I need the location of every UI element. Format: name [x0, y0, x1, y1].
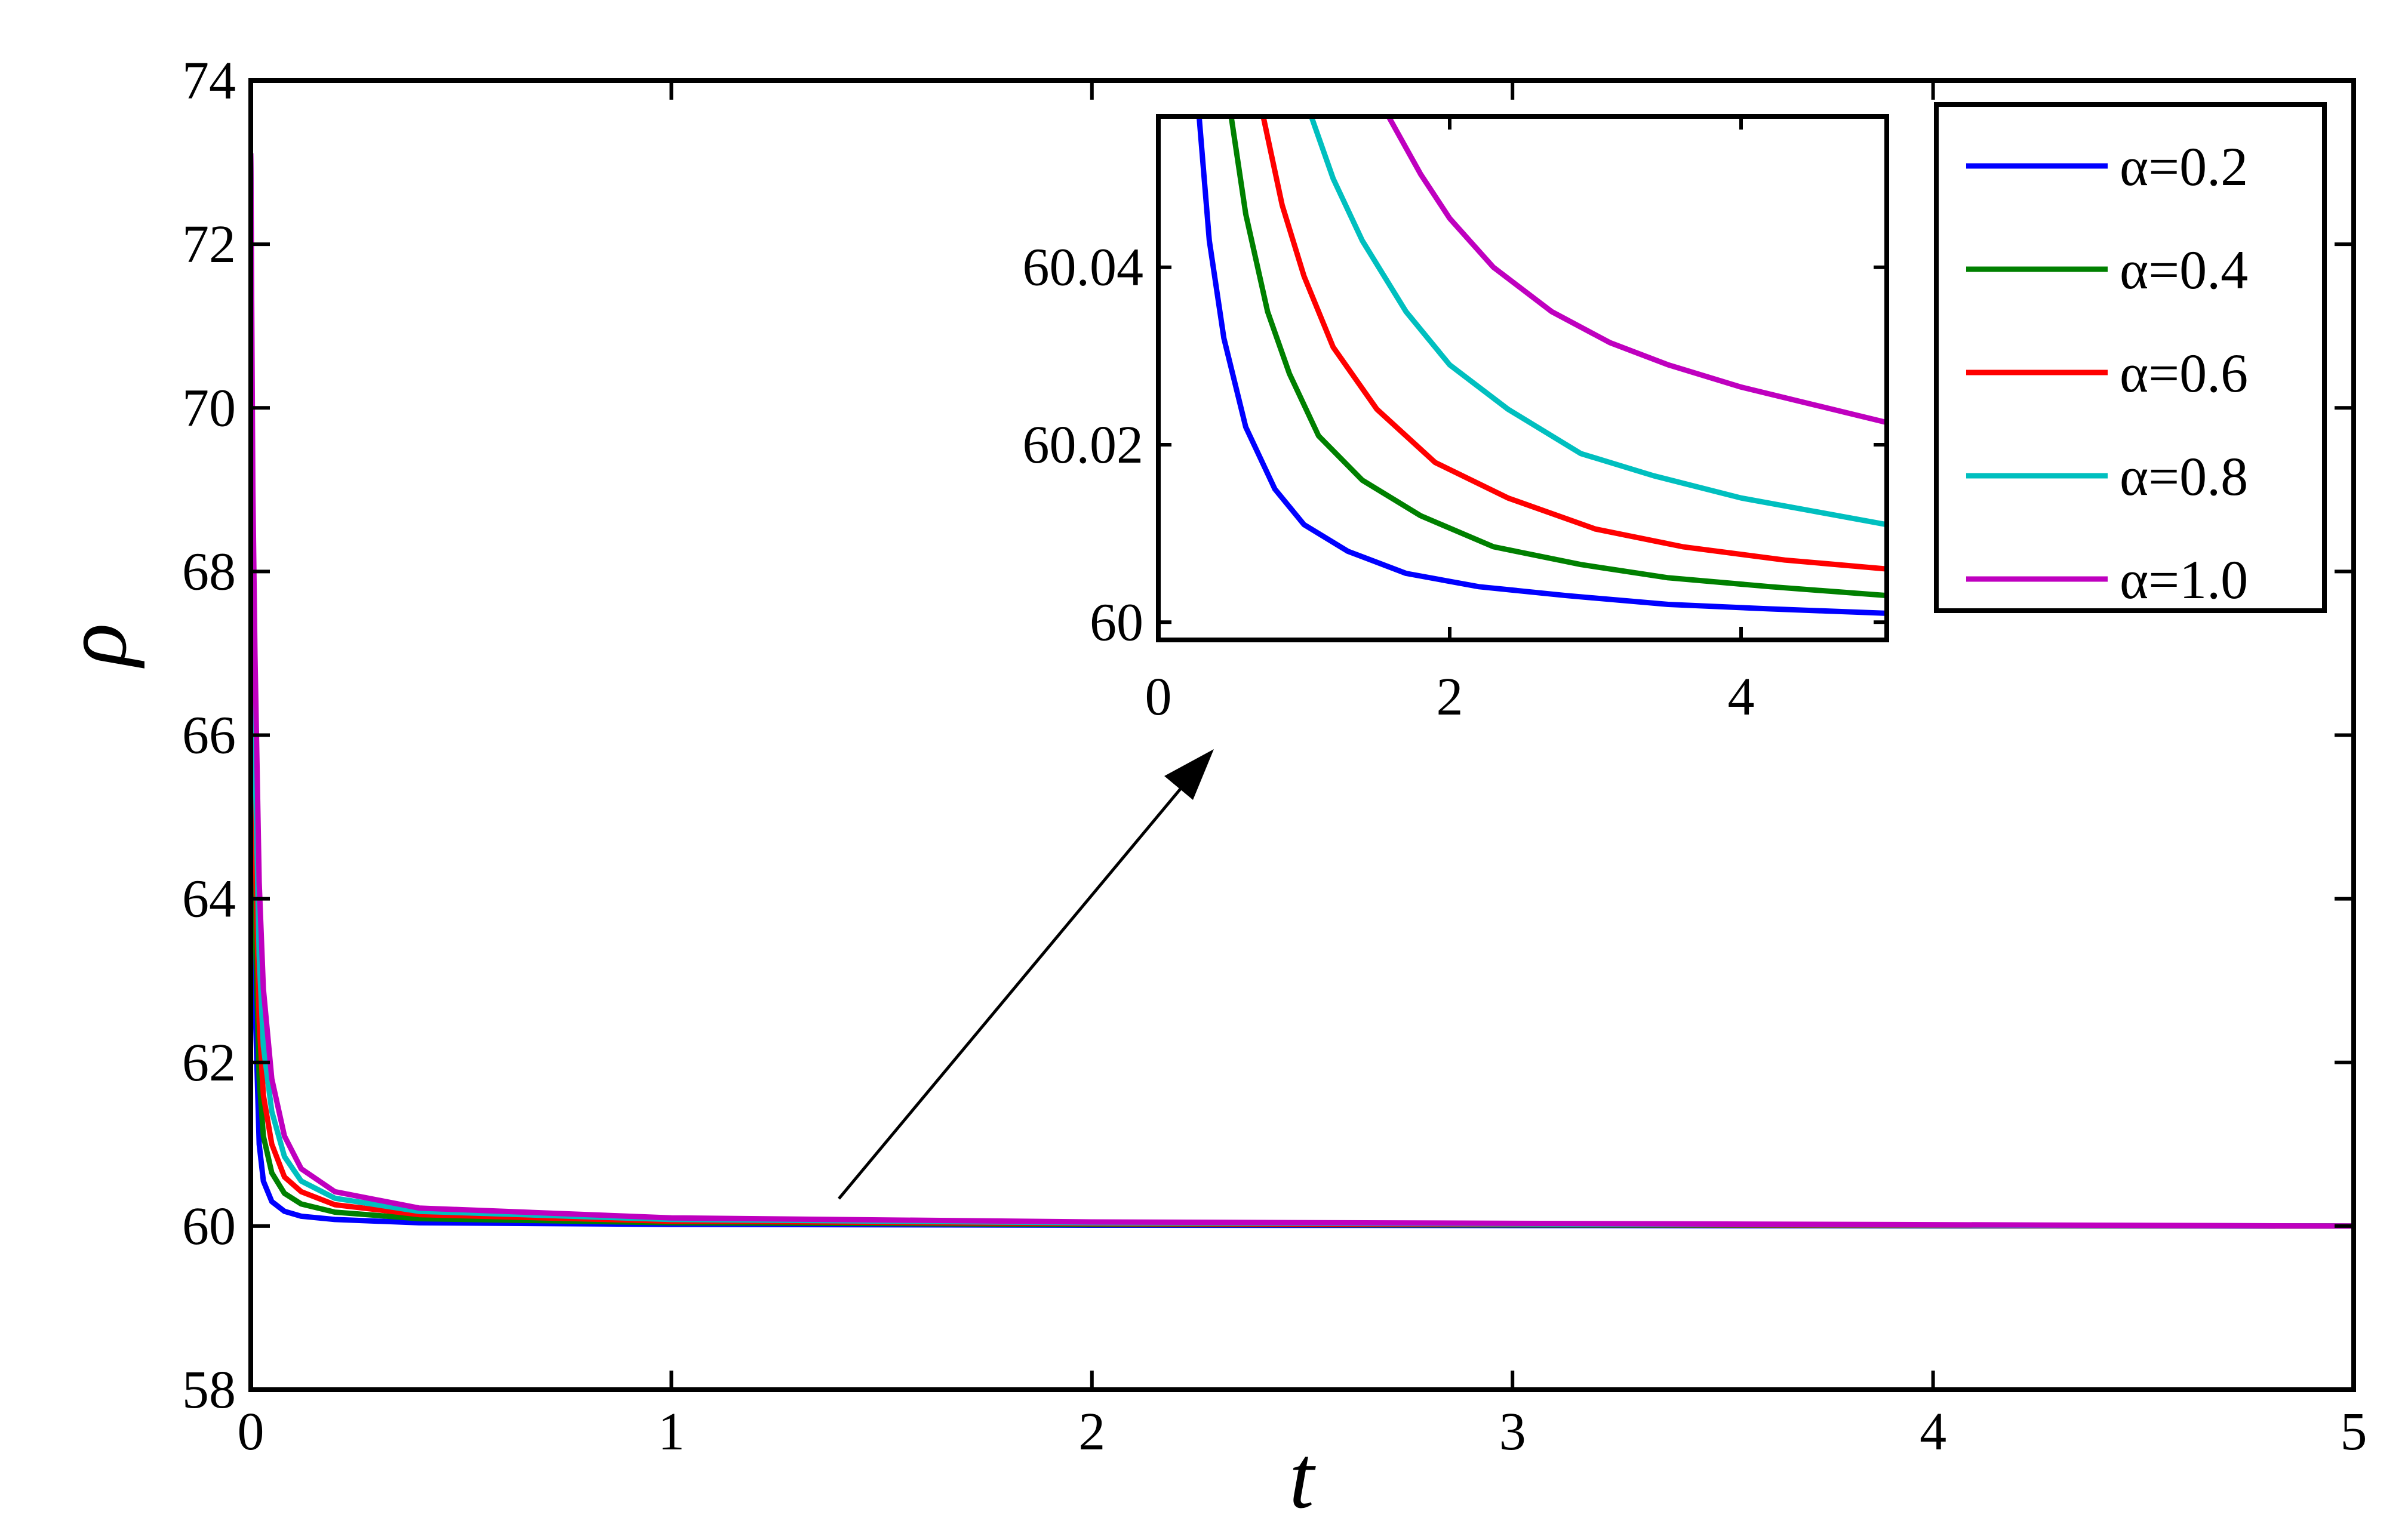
zoom-arrow-head	[1164, 749, 1214, 800]
main-plot-frame	[248, 78, 2356, 1392]
inset-series-line-2	[1228, 116, 1887, 599]
main-series-line-5	[251, 151, 2354, 1229]
main-y-tick-label: 72	[182, 215, 236, 274]
legend-box	[1934, 102, 2327, 613]
main-x-tick-label: 4	[1920, 1402, 1946, 1461]
inset-series-line-4	[1308, 116, 1887, 528]
main-y-tick-label: 62	[182, 1033, 236, 1092]
inset-x-tick-label: 2	[1437, 667, 1463, 726]
legend-items-group: α=0.2 α=0.4 α=0.6 α=0.8 α=1.0	[1966, 136, 2248, 610]
legend-label-2: α=0.4	[2120, 239, 2248, 300]
legend-label-3: α=0.6	[2120, 343, 2248, 404]
main-x-tick-label: 0	[238, 1402, 265, 1461]
main-plot: 0 1 2 3 4 5 58 60 62 64 66 68 70 72 74 t ρ	[46, 51, 2367, 1524]
main-series-group	[251, 151, 2354, 1229]
main-y-tick-label: 66	[182, 706, 236, 765]
inset-y-tick-label: 60	[1090, 593, 1143, 652]
main-y-tick-label: 70	[182, 378, 236, 438]
main-y-tick-label: 64	[182, 870, 236, 929]
main-y-axis-label: ρ	[46, 623, 145, 669]
main-x-tick-label: 2	[1078, 1402, 1105, 1461]
main-x-tick-label: 3	[1499, 1402, 1526, 1461]
inset-series-line-5	[1386, 116, 1887, 426]
legend-label-1: α=0.2	[2120, 136, 2248, 197]
main-x-tick-label: 1	[658, 1402, 685, 1461]
main-x-tick-label: 5	[2341, 1402, 2367, 1461]
zoom-arrow	[838, 749, 1214, 1200]
inset-series-line-1	[1196, 116, 1887, 616]
inset-series-group	[1196, 116, 1887, 616]
main-y-tick-label: 60	[182, 1197, 236, 1256]
main-y-tick-label: 58	[182, 1360, 236, 1420]
legend: α=0.2 α=0.4 α=0.6 α=0.8 α=1.0	[1934, 102, 2327, 613]
main-ticks-group: 0 1 2 3 4 5 58 60 62 64 66 68 70 72 74	[182, 51, 2367, 1461]
main-y-tick-label: 74	[182, 51, 236, 110]
zoom-arrow-shaft	[838, 775, 1192, 1200]
inset-x-tick-label: 4	[1728, 667, 1755, 726]
main-x-axis-label: t	[1289, 1428, 1316, 1524]
inset-plot-frame	[1156, 114, 1889, 642]
inset-y-tick-label: 60.02	[1023, 415, 1144, 475]
inset-ticks-group: 0 2 4 60 60.02 60.04	[1023, 116, 1887, 726]
main-y-tick-label: 68	[182, 542, 236, 601]
inset-y-tick-label: 60.04	[1023, 238, 1144, 297]
legend-label-5: α=1.0	[2120, 549, 2248, 610]
inset-series-line-3	[1260, 116, 1887, 572]
legend-label-4: α=0.8	[2120, 446, 2248, 507]
inset-x-tick-label: 0	[1145, 667, 1172, 726]
inset-plot: 0 2 4 60 60.02 60.04	[1023, 114, 1889, 726]
